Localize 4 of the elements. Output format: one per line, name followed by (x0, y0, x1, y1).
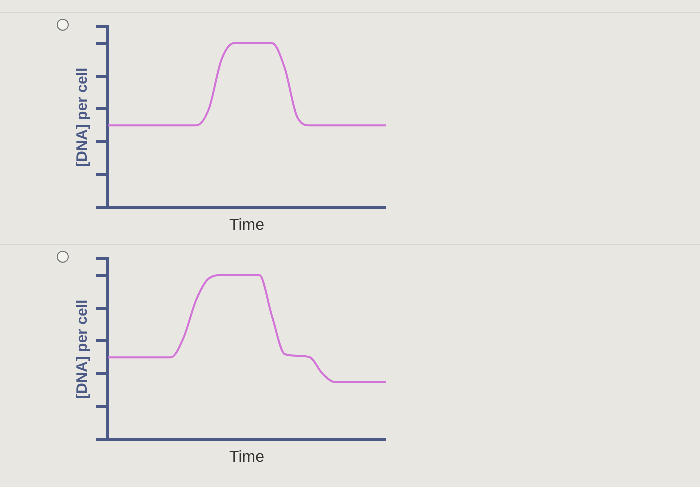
y-axis-title: [DNA] per cell (74, 300, 92, 399)
y-axis-title: [DNA] per cell (74, 68, 92, 167)
x-axis-title: Time (230, 448, 265, 466)
x-axis-title: Time (230, 216, 265, 234)
